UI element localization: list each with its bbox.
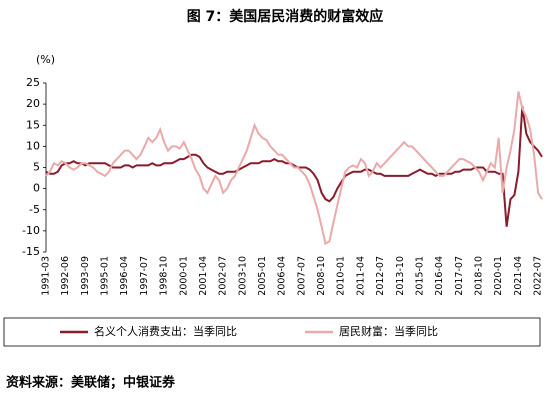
y-tick-label: 20 [26, 97, 40, 110]
legend-box [3, 317, 541, 347]
x-tick-label: 2007-07 [296, 256, 307, 296]
y-tick-label: 5 [33, 161, 40, 174]
line-series [45, 106, 543, 227]
x-tick-label: 2011-04 [355, 256, 366, 296]
y-tick-label: -10 [22, 224, 40, 237]
x-tick-label: 1997-07 [139, 256, 150, 296]
legend-label: 居民财富：当季同比 [339, 324, 438, 338]
x-tick-label: 2020-01 [493, 256, 504, 296]
x-tick-label: 2013-10 [395, 256, 406, 296]
x-tick-label: 2006-04 [277, 256, 288, 296]
source: 资料来源：美联储；中银证券 [6, 375, 176, 391]
x-tick-label: 2015-01 [414, 256, 425, 296]
y-tick-label: 10 [26, 139, 40, 152]
y-tick-label: -15 [22, 245, 40, 258]
x-tick-label: 2008-10 [316, 256, 327, 296]
x-tick-label: 2017-07 [454, 256, 465, 296]
y-tick-label: 15 [26, 118, 40, 131]
x-tick-label: 2000-01 [178, 256, 189, 296]
x-tick-label: 2001-04 [198, 256, 209, 296]
x-tick-label: 2003-10 [237, 256, 248, 296]
y-tick-label: 25 [26, 76, 40, 89]
x-tick-label: 2002-07 [218, 256, 229, 296]
x-tick-label: 2018-10 [474, 256, 485, 296]
x-tick-label: 1996-04 [119, 256, 130, 296]
x-tick-label: 2012-07 [375, 256, 386, 296]
x-tick-label: 1995-01 [100, 256, 111, 296]
x-tick-label: 1998-10 [159, 256, 170, 296]
chart-title: 图 7：美国居民消费的财富效应 [187, 8, 384, 25]
line-series [45, 91, 543, 246]
x-tick-label: 2005-01 [257, 256, 268, 296]
x-tick-label: 1993-09 [80, 256, 91, 296]
y-tick-label: 0 [33, 182, 40, 195]
y-axis-label: (%) [36, 53, 55, 66]
x-tick-label: 2021-04 [513, 256, 524, 296]
y-tick-label: -5 [29, 203, 40, 216]
x-tick-label: 2010-01 [336, 256, 347, 296]
x-tick-label: 1992-06 [60, 256, 71, 296]
legend-label: 名义个人消费支出：当季同比 [94, 324, 237, 338]
x-tick-label: 2022-07 [533, 256, 544, 296]
x-tick-label: 2016-04 [434, 256, 445, 296]
x-tick-label: 1991-03 [41, 256, 52, 296]
